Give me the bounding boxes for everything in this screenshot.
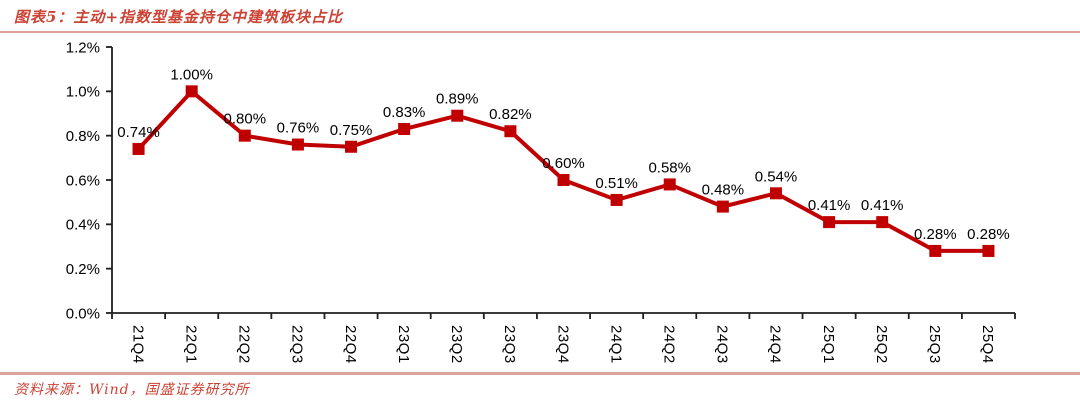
x-tick-label: 25Q4 xyxy=(979,325,996,364)
data-point-label: 0.41% xyxy=(861,197,904,214)
data-point-marker xyxy=(823,216,836,229)
x-tick-label: 22Q1 xyxy=(182,325,199,364)
y-tick-label: 0.6% xyxy=(66,172,100,189)
y-tick-label: 1.0% xyxy=(66,84,100,101)
data-point-marker xyxy=(557,174,570,186)
data-point-marker xyxy=(663,178,676,191)
y-tick-label: 0.8% xyxy=(66,128,100,145)
y-tick-label: 0.4% xyxy=(66,217,100,234)
data-point-marker xyxy=(451,109,464,122)
data-point-label: 0.58% xyxy=(648,159,691,176)
y-tick-label: 0.0% xyxy=(66,305,100,322)
data-point-label: 0.28% xyxy=(967,226,1010,243)
data-point-label: 1.00% xyxy=(170,66,213,83)
data-point-label: 0.83% xyxy=(383,104,426,121)
x-tick-label: 22Q3 xyxy=(289,325,306,364)
data-point-marker xyxy=(398,123,411,136)
data-point-marker xyxy=(929,244,942,257)
data-point-label: 0.76% xyxy=(277,120,320,137)
y-tick-label: 1.2% xyxy=(66,39,100,56)
data-point-label: 0.80% xyxy=(224,111,267,128)
data-point-marker xyxy=(345,140,358,153)
data-point-label: 0.54% xyxy=(755,168,798,185)
top-divider xyxy=(0,31,1080,33)
x-tick-label: 25Q3 xyxy=(926,325,943,364)
x-tick-label: 23Q2 xyxy=(448,325,465,364)
figure-title: 图表5：主动+指数型基金持仓中建筑板块占比 xyxy=(14,8,344,26)
x-tick-label: 22Q2 xyxy=(236,325,253,364)
data-point-label: 0.60% xyxy=(542,155,585,172)
data-point-marker xyxy=(132,142,145,155)
data-point-label: 0.48% xyxy=(702,182,745,199)
data-point-marker xyxy=(876,216,889,229)
data-point-label: 0.41% xyxy=(808,197,851,214)
x-tick-label: 25Q2 xyxy=(873,325,890,364)
data-point-marker xyxy=(238,129,251,142)
data-point-marker xyxy=(504,125,517,138)
x-tick-label: 23Q1 xyxy=(395,325,412,364)
data-point-label: 0.89% xyxy=(436,91,479,108)
data-point-marker xyxy=(185,85,198,98)
x-tick-label: 22Q4 xyxy=(342,325,359,364)
x-tick-label: 23Q4 xyxy=(554,325,571,364)
data-point-label: 0.82% xyxy=(489,106,532,123)
x-tick-label: 23Q3 xyxy=(501,325,518,364)
data-point-label: 0.74% xyxy=(117,124,160,141)
data-point-label: 0.51% xyxy=(595,175,638,192)
x-tick-label: 24Q1 xyxy=(607,325,624,364)
data-point-marker xyxy=(291,138,304,151)
data-point-label: 0.28% xyxy=(914,226,957,243)
x-tick-label: 24Q3 xyxy=(714,325,731,364)
y-tick-label: 0.2% xyxy=(66,261,100,278)
x-tick-label: 25Q1 xyxy=(820,325,837,364)
bottom-divider xyxy=(0,372,1080,375)
data-point-marker xyxy=(610,193,623,206)
source-note: 资料来源：Wind，国盛证券研究所 xyxy=(14,382,250,398)
data-point-marker xyxy=(982,244,995,257)
data-point-marker xyxy=(716,200,729,213)
x-tick-label: 24Q2 xyxy=(660,325,677,364)
x-tick-label: 21Q4 xyxy=(129,325,146,364)
x-tick-label: 24Q4 xyxy=(767,325,784,364)
data-point-label: 0.75% xyxy=(330,122,373,139)
data-point-marker xyxy=(769,187,782,200)
